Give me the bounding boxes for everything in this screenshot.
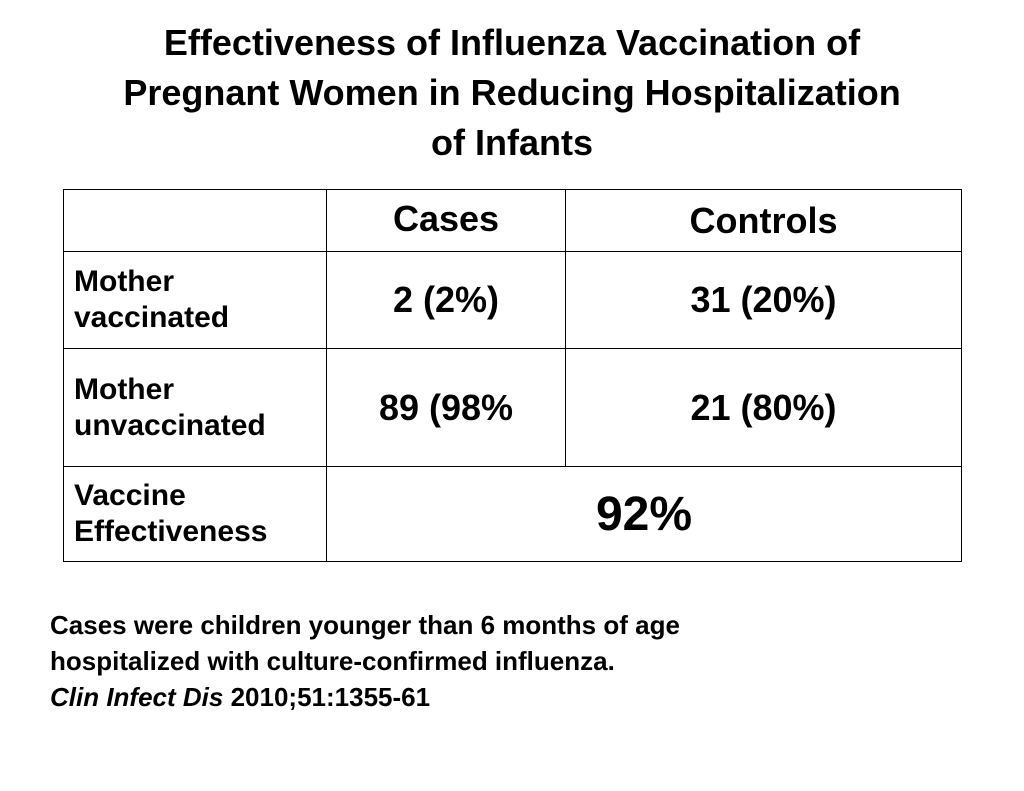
row-label-vaccine-effectiveness: Vaccine Effectiveness	[63, 466, 327, 562]
citation: Clin Infect Dis 2010;51:1355-61	[50, 679, 950, 715]
header-blank-cell	[63, 189, 327, 252]
vaccine-effectiveness-value: 92%	[326, 466, 962, 562]
footnote-line-1: Cases were children younger than 6 month…	[50, 610, 680, 640]
cell-unvaccinated-controls: 21 (80%)	[565, 348, 962, 467]
footnote: Cases were children younger than 6 month…	[50, 607, 950, 715]
row-label-line-1: Vaccine	[74, 479, 186, 512]
footnote-line-2: hospitalized with culture-confirmed infl…	[50, 646, 615, 676]
header-cases: Cases	[326, 189, 566, 252]
table-header-row: Cases Controls	[63, 189, 962, 252]
citation-detail: 2010;51:1355-61	[223, 682, 431, 712]
table-row-mother-vaccinated: Mother vaccinated 2 (2%) 31 (20%)	[63, 251, 962, 349]
row-label-mother-vaccinated: Mother vaccinated	[63, 251, 327, 349]
vaccination-table: Cases Controls Mother vaccinated 2 (2%) …	[63, 189, 962, 562]
slide-title: Effectiveness of Influenza Vaccination o…	[40, 18, 984, 168]
cell-vaccinated-controls: 31 (20%)	[565, 251, 962, 349]
row-label-line-1: Mother	[74, 265, 174, 298]
title-line-3: of Infants	[431, 122, 593, 163]
citation-journal: Clin Infect Dis	[50, 682, 224, 712]
table-row-vaccine-effectiveness: Vaccine Effectiveness 92%	[63, 466, 962, 562]
cell-unvaccinated-cases: 89 (98%	[326, 348, 566, 467]
title-line-1: Effectiveness of Influenza Vaccination o…	[163, 22, 861, 63]
row-label-line-2: Effectiveness	[74, 515, 268, 548]
row-label-line-2: unvaccinated	[74, 408, 266, 442]
title-line-2: Pregnant Women in Reducing Hospitalizati…	[123, 72, 901, 113]
row-label-mother-unvaccinated: Mother unvaccinated	[63, 348, 327, 467]
header-controls: Controls	[565, 189, 962, 252]
table-row-mother-unvaccinated: Mother unvaccinated 89 (98% 21 (80%)	[63, 348, 962, 467]
row-label-line-2: vaccinated	[74, 301, 230, 334]
row-label-line-1: Mother	[74, 372, 174, 406]
cell-vaccinated-cases: 2 (2%)	[326, 251, 566, 349]
